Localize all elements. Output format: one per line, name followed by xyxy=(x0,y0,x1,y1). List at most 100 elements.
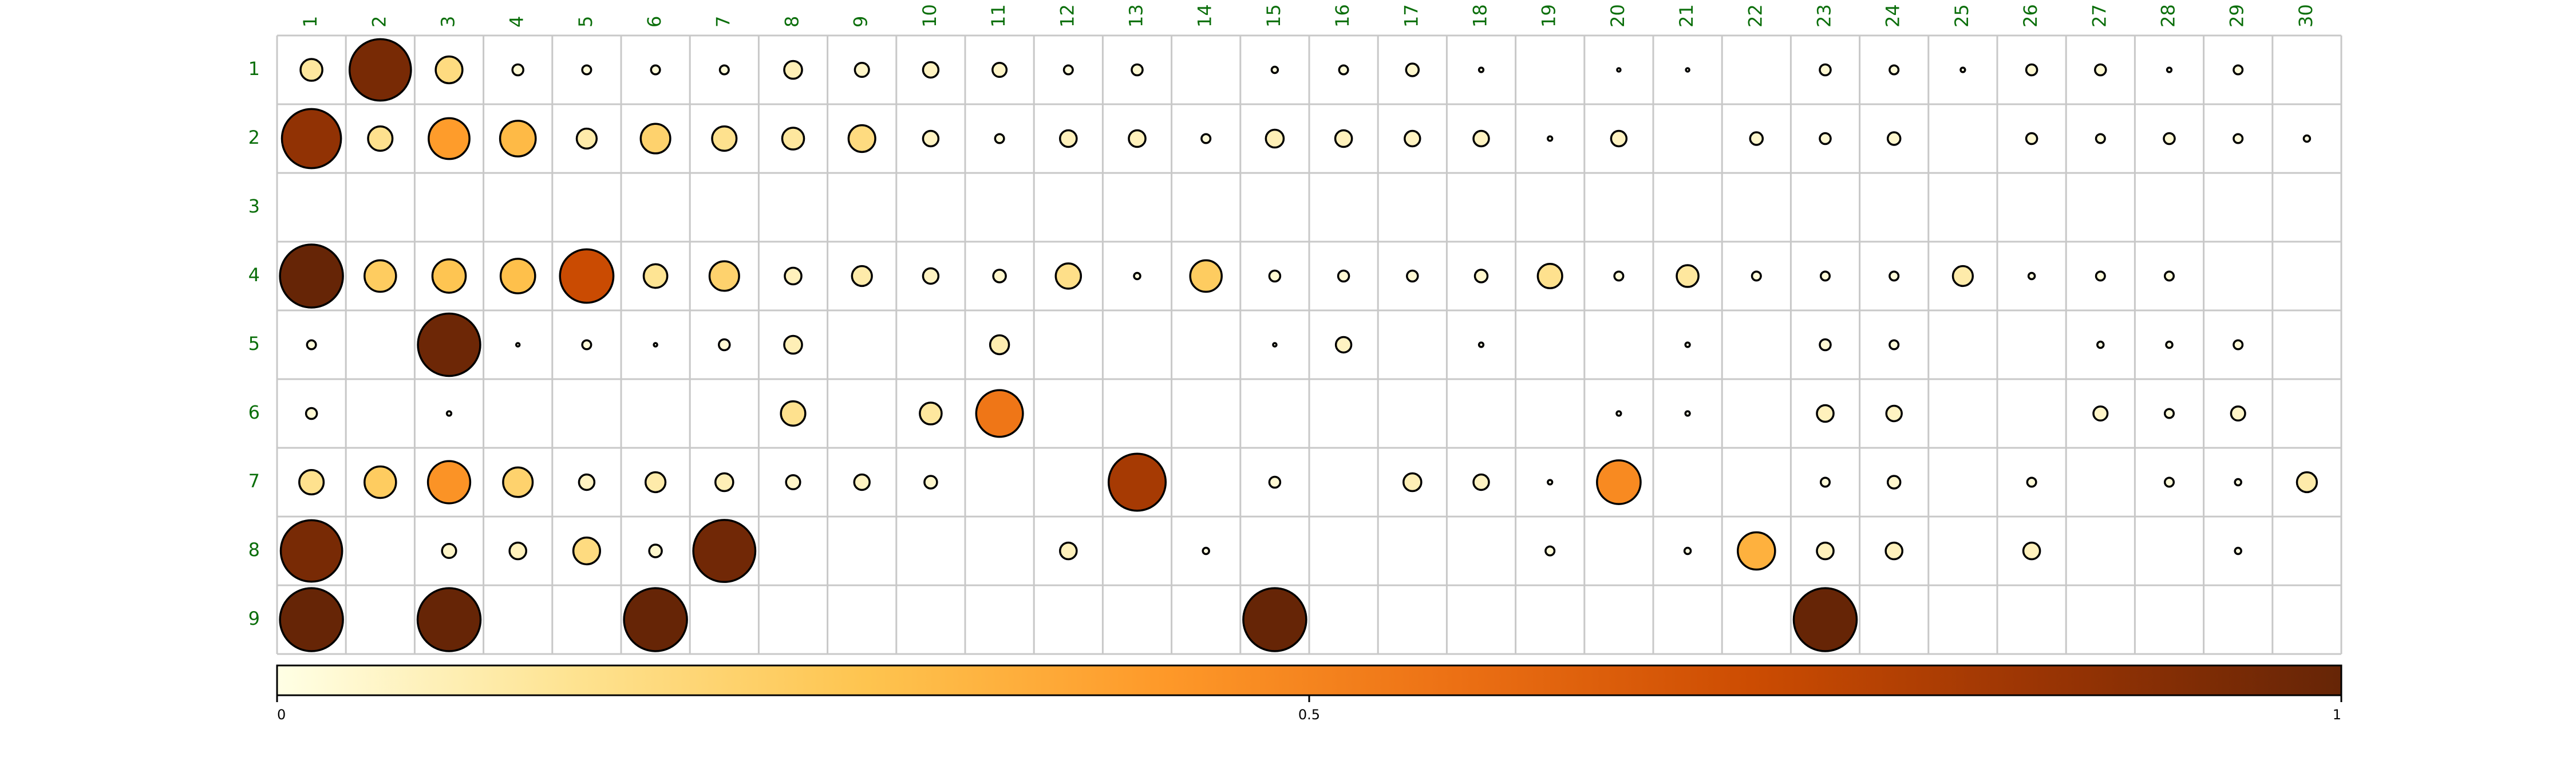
correlation-circle xyxy=(922,267,940,285)
column-label: 10 xyxy=(919,4,941,27)
correlation-circle xyxy=(1610,129,1628,148)
correlation-circle xyxy=(851,265,873,287)
correlation-circle xyxy=(992,269,1007,283)
correlation-circle xyxy=(515,342,521,348)
correlation-circle xyxy=(1268,269,1282,283)
correlation-circle xyxy=(305,407,318,420)
correlation-circle xyxy=(559,248,615,304)
correlation-circle xyxy=(1886,131,1902,146)
correlation-circle xyxy=(1536,262,1563,290)
correlation-circle xyxy=(1613,270,1625,282)
correlation-circle xyxy=(648,543,663,558)
correlation-circle xyxy=(923,475,938,490)
correlation-circle xyxy=(348,38,412,102)
correlation-circle xyxy=(650,64,661,76)
correlation-circle xyxy=(1058,129,1078,148)
correlation-circle xyxy=(1404,129,1421,148)
correlation-circle xyxy=(854,61,870,78)
correlation-circle xyxy=(1959,66,1966,73)
correlation-circle xyxy=(1405,62,1420,77)
column-label: 19 xyxy=(1538,4,1560,27)
correlation-circle xyxy=(367,125,394,152)
correlation-circle xyxy=(1884,541,1904,561)
row-label: 1 xyxy=(248,58,260,80)
column-label: 12 xyxy=(1056,4,1078,27)
correlation-circle xyxy=(1202,546,1210,556)
correlation-circle xyxy=(581,339,592,350)
correlation-circle xyxy=(1107,452,1167,512)
correlation-circle xyxy=(426,460,472,505)
correlation-circle xyxy=(919,401,943,426)
correlation-circle xyxy=(279,243,344,309)
correlation-circle xyxy=(1685,67,1690,73)
correlation-circle xyxy=(692,519,757,583)
correlation-circle xyxy=(922,129,940,148)
correlation-circle xyxy=(1544,545,1556,557)
correlation-circle xyxy=(1886,475,1902,490)
correlation-circle xyxy=(644,471,667,494)
column-label: 11 xyxy=(987,4,1009,27)
correlation-circle xyxy=(994,133,1005,144)
correlation-circle xyxy=(1472,473,1490,491)
correlation-circle xyxy=(1816,404,1835,423)
correlation-circle xyxy=(1885,404,1903,423)
column-label: 18 xyxy=(1469,4,1491,27)
correlation-circle xyxy=(2234,478,2242,487)
correlation-circle xyxy=(1189,259,1223,293)
correlation-circle xyxy=(502,466,534,498)
correlation-circle xyxy=(1819,476,1831,488)
correlation-circle xyxy=(639,123,671,155)
row-label: 9 xyxy=(248,608,260,629)
column-label: 14 xyxy=(1194,4,1216,27)
correlation-circle xyxy=(364,259,397,293)
correlation-circle xyxy=(2233,64,2244,76)
column-label: 22 xyxy=(1744,4,1766,27)
correlation-circle xyxy=(2163,270,2175,282)
correlation-circle xyxy=(1242,587,1307,652)
correlation-circle xyxy=(785,474,801,491)
correlation-circle xyxy=(1888,64,1900,76)
correlation-circle xyxy=(2094,63,2107,77)
correlation-circle xyxy=(1334,336,1353,354)
column-label: 5 xyxy=(575,16,596,27)
row-labels: 1 2 3 4 5 6 7 8 9 xyxy=(248,58,260,629)
column-label: 2 xyxy=(368,16,390,27)
correlation-circle xyxy=(989,334,1010,356)
correlation-circle xyxy=(298,468,325,496)
column-label: 26 xyxy=(2020,4,2041,27)
row-label: 4 xyxy=(248,264,260,286)
correlation-circle xyxy=(306,339,317,350)
correlation-circle xyxy=(1270,65,1279,74)
correlation-circle xyxy=(2230,405,2246,422)
correlation-circle xyxy=(1819,270,1831,282)
column-label: 9 xyxy=(850,16,872,27)
correlation-circle xyxy=(1062,64,1074,76)
correlation-circle xyxy=(1337,269,1350,283)
correlation-circle xyxy=(417,312,481,377)
colorbar-gradient xyxy=(276,664,2342,696)
correlation-circle xyxy=(279,587,344,652)
correlation-circle xyxy=(991,61,1008,78)
correlation-circle xyxy=(1477,341,1485,348)
correlation-circle xyxy=(1616,67,1622,73)
correlation-circle xyxy=(2166,66,2173,73)
correlation-circle xyxy=(428,117,471,160)
correlation-circle xyxy=(1683,546,1692,556)
row-label: 5 xyxy=(248,333,260,354)
colorbar-tick-label: 0 xyxy=(277,707,286,723)
correlation-circle xyxy=(1684,410,1691,417)
correlation-circle xyxy=(508,541,528,561)
correlation-circle xyxy=(1749,131,1764,146)
correlation-circle xyxy=(1402,472,1423,493)
correlation-circle xyxy=(575,127,598,150)
row-label: 7 xyxy=(248,470,260,492)
correlation-circle xyxy=(2027,271,2036,281)
correlation-circle xyxy=(299,58,323,82)
column-label: 27 xyxy=(2088,4,2110,27)
grid-lines xyxy=(276,34,2342,655)
column-label: 4 xyxy=(506,16,528,27)
correlation-circle xyxy=(581,64,592,76)
